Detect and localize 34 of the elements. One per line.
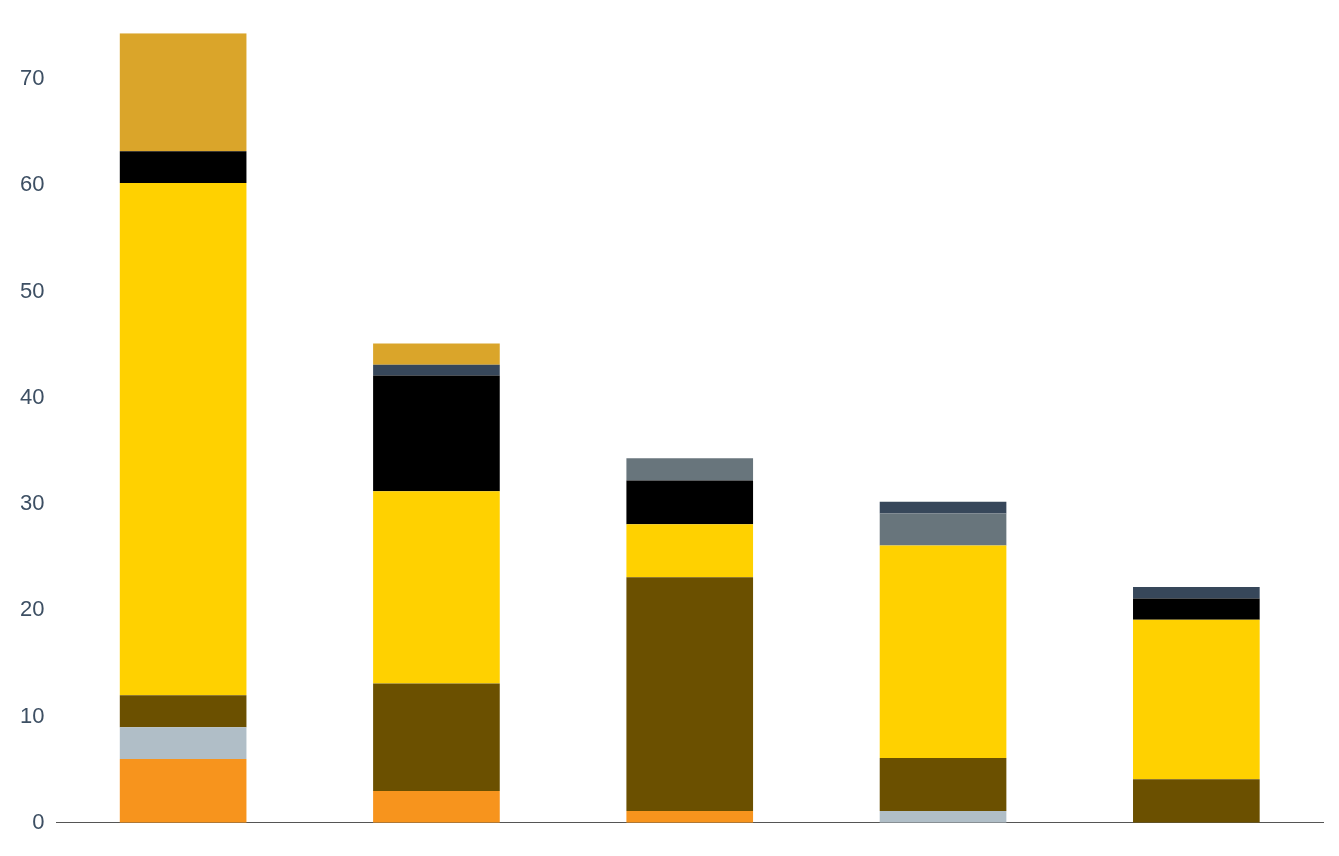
y-tick-label: 70 — [19, 64, 45, 90]
y-tick-label: 30 — [19, 490, 45, 516]
bar — [626, 524, 754, 578]
bar — [119, 727, 247, 760]
y-tick-label: 0 — [32, 808, 45, 834]
y-tick-label: 10 — [19, 702, 45, 728]
bar — [1133, 598, 1260, 620]
bar — [119, 33, 247, 152]
bar — [373, 491, 500, 684]
bar — [373, 683, 500, 791]
bar — [373, 343, 500, 365]
y-tick-label: 60 — [19, 171, 45, 197]
y-tick-label: 40 — [19, 383, 45, 409]
bar — [879, 501, 1007, 514]
bar — [879, 757, 1007, 812]
bar — [626, 811, 754, 823]
bar — [119, 759, 247, 823]
bar — [1133, 619, 1260, 780]
y-tick-label: 50 — [19, 277, 45, 303]
bar — [1133, 586, 1260, 599]
bar — [119, 183, 247, 696]
bar — [626, 480, 754, 525]
bar — [373, 364, 500, 376]
bar — [626, 458, 754, 481]
bar — [119, 151, 247, 184]
bar — [626, 577, 754, 812]
bar — [119, 695, 247, 728]
bar — [373, 790, 500, 823]
bar — [373, 375, 500, 492]
y-tick-label: 20 — [19, 596, 45, 622]
bar — [879, 811, 1007, 823]
bar — [879, 545, 1007, 758]
bar — [879, 513, 1007, 546]
bar — [1133, 779, 1260, 823]
